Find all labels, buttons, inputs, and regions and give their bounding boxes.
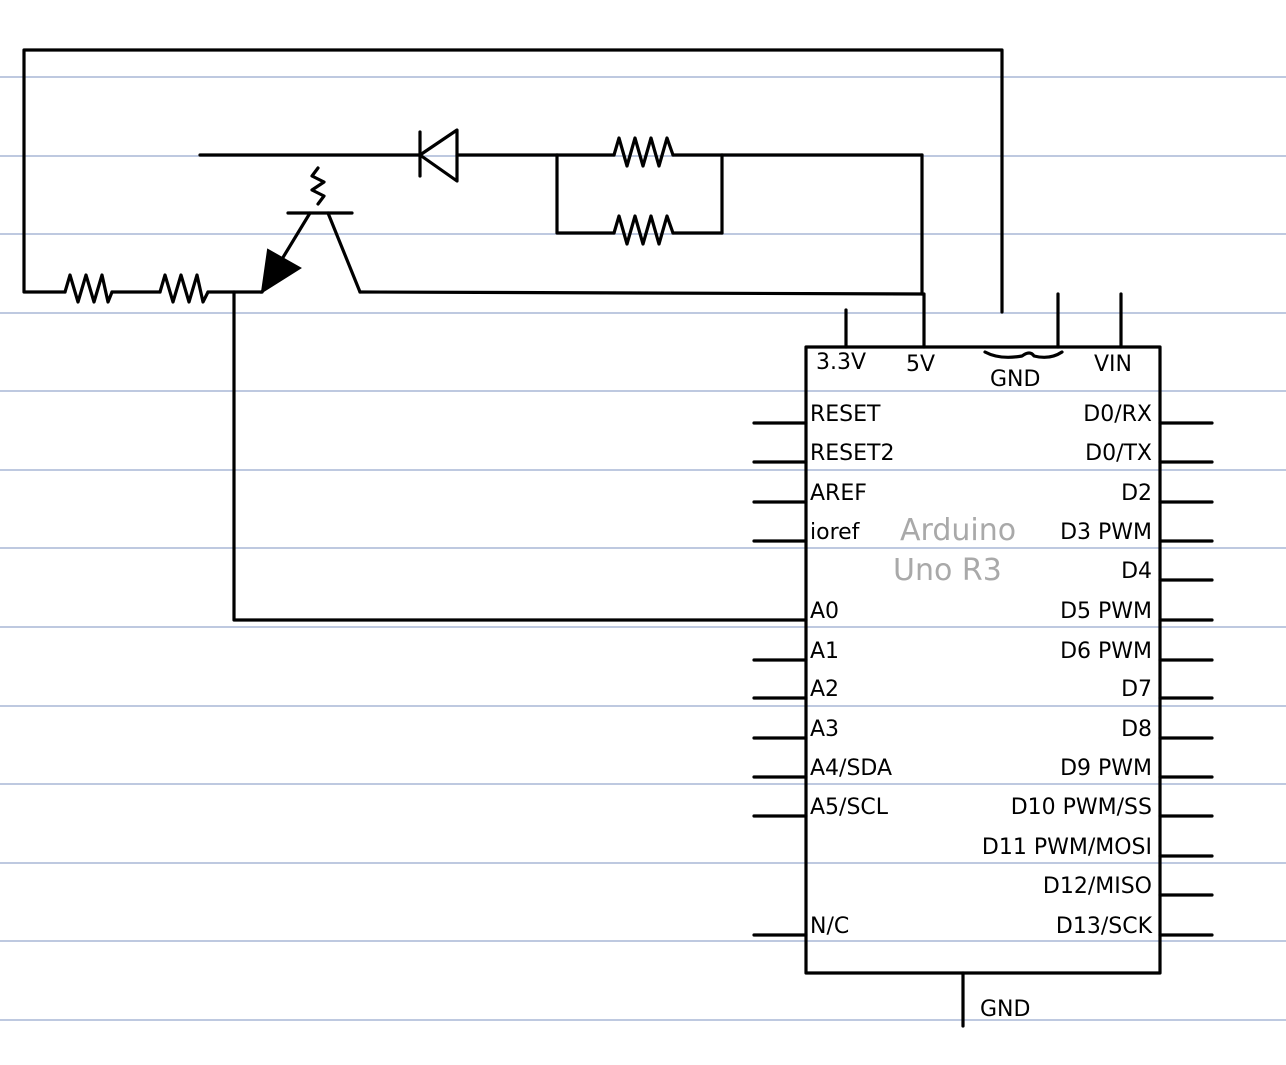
wire-a0 <box>232 290 808 622</box>
left-pin-label: A1 <box>810 639 839 664</box>
left-pin-labels: RESET RESET2 AREF ioref A0 A1 A2 A3 A4/SDA A5/SCL… <box>810 402 895 939</box>
right-pin-label: D9 PWM <box>1060 756 1152 781</box>
left-pin-label: A3 <box>810 717 839 742</box>
right-pin-label: D0/TX <box>1085 441 1152 466</box>
diode <box>418 128 459 183</box>
pin-label-3v3: 3.3V <box>816 350 866 375</box>
pin-label-vin: VIN <box>1094 352 1132 377</box>
right-pin-label: D10 PWM/SS <box>1011 795 1152 820</box>
right-pin-label: D4 <box>1121 559 1152 584</box>
left-pin-label: ioref <box>810 520 861 545</box>
board-name-line1: Arduino <box>900 513 1016 548</box>
right-pin-labels: D0/RX D0/TX D2 D3 PWM D4 D5 PWM D6 PWM D7 D8 D9 P… <box>982 402 1153 939</box>
right-pin-label: D6 PWM <box>1060 639 1152 664</box>
paper-rules <box>0 76 1286 1021</box>
arduino-board <box>752 292 1214 1028</box>
right-pin-label: D3 PWM <box>1060 520 1152 545</box>
phototransistor <box>260 166 362 295</box>
right-pin-label: D13/SCK <box>1056 914 1153 939</box>
left-pin-label: A5/SCL <box>810 795 889 820</box>
right-pin-label: D0/RX <box>1083 402 1152 427</box>
right-pin-label: D2 <box>1121 481 1152 506</box>
pin-label-gnd-bottom: GND <box>980 997 1030 1022</box>
wire-collector-5v <box>358 290 926 349</box>
pin-label-gnd-top: GND <box>990 367 1040 392</box>
pin-label-5v: 5V <box>906 352 935 377</box>
right-pin-label: D7 <box>1121 677 1152 702</box>
left-pin-label: RESET2 <box>810 441 895 466</box>
resistor-3 <box>612 136 675 168</box>
right-pin-label: D5 PWM <box>1060 599 1152 624</box>
wire-gnd-loop <box>22 48 1004 314</box>
left-pin-label: A4/SDA <box>810 756 892 781</box>
left-pin-label: AREF <box>810 481 867 506</box>
board-name-line2: Uno R3 <box>893 553 1002 588</box>
resistor-4 <box>612 214 675 246</box>
resistor-1 <box>63 273 114 304</box>
right-pin-label: D12/MISO <box>1043 874 1152 899</box>
resistor-2 <box>158 273 210 304</box>
right-pin-label: D11 PWM/MOSI <box>982 835 1152 860</box>
left-pin-label: N/C <box>810 914 849 939</box>
left-pin-label: A2 <box>810 677 839 702</box>
left-pin-label: A0 <box>810 599 839 624</box>
left-pin-label: RESET <box>810 402 881 427</box>
right-pin-label: D8 <box>1121 717 1152 742</box>
wires <box>22 48 1004 622</box>
